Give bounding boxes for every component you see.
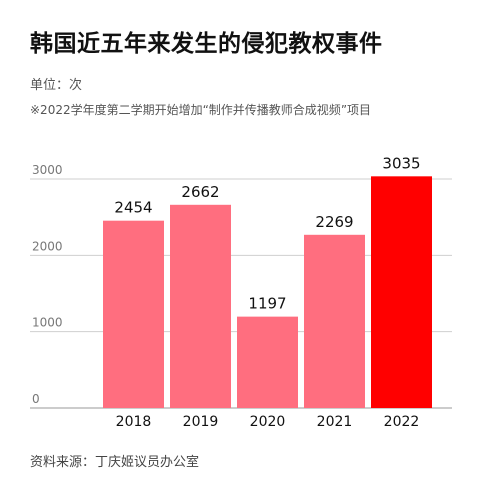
value-label-2022: 3035 (382, 154, 420, 172)
x-tick-label-2022: 2022 (384, 414, 420, 430)
source-credit: 资料来源：丁庆姬议员办公室 (30, 455, 200, 470)
value-label-2019: 2662 (181, 183, 219, 201)
y-tick-label: 3000 (32, 163, 63, 177)
footnote: ※2022学年度第二学期开始增加“制作并传播教师合成视频”项目 (30, 103, 372, 117)
y-tick-label: 1000 (32, 316, 63, 330)
value-label-2021: 2269 (315, 213, 353, 231)
y-tick-label: 0 (32, 392, 40, 406)
value-label-2020: 1197 (248, 295, 286, 313)
x-tick-label-2018: 2018 (116, 414, 152, 430)
bars (103, 176, 432, 408)
bar-2018 (103, 220, 164, 408)
labels: 0 1000 2000 3000 2454 2018 2662 2019 1197 2020 226… (32, 154, 421, 430)
x-tick-label-2020: 2020 (250, 414, 286, 430)
bar-2021 (304, 234, 365, 408)
bar-2019 (170, 204, 231, 408)
bar-2022 (371, 176, 432, 408)
x-tick-label-2019: 2019 (183, 414, 219, 430)
bar-2020 (237, 316, 298, 408)
y-tick-label: 2000 (32, 239, 63, 253)
value-label-2018: 2454 (114, 199, 152, 217)
x-tick-label-2021: 2021 (317, 414, 353, 430)
unit-label: 单位：次 (30, 78, 83, 93)
page-title: 韩国近五年来发生的侵犯教权事件 (30, 31, 383, 57)
